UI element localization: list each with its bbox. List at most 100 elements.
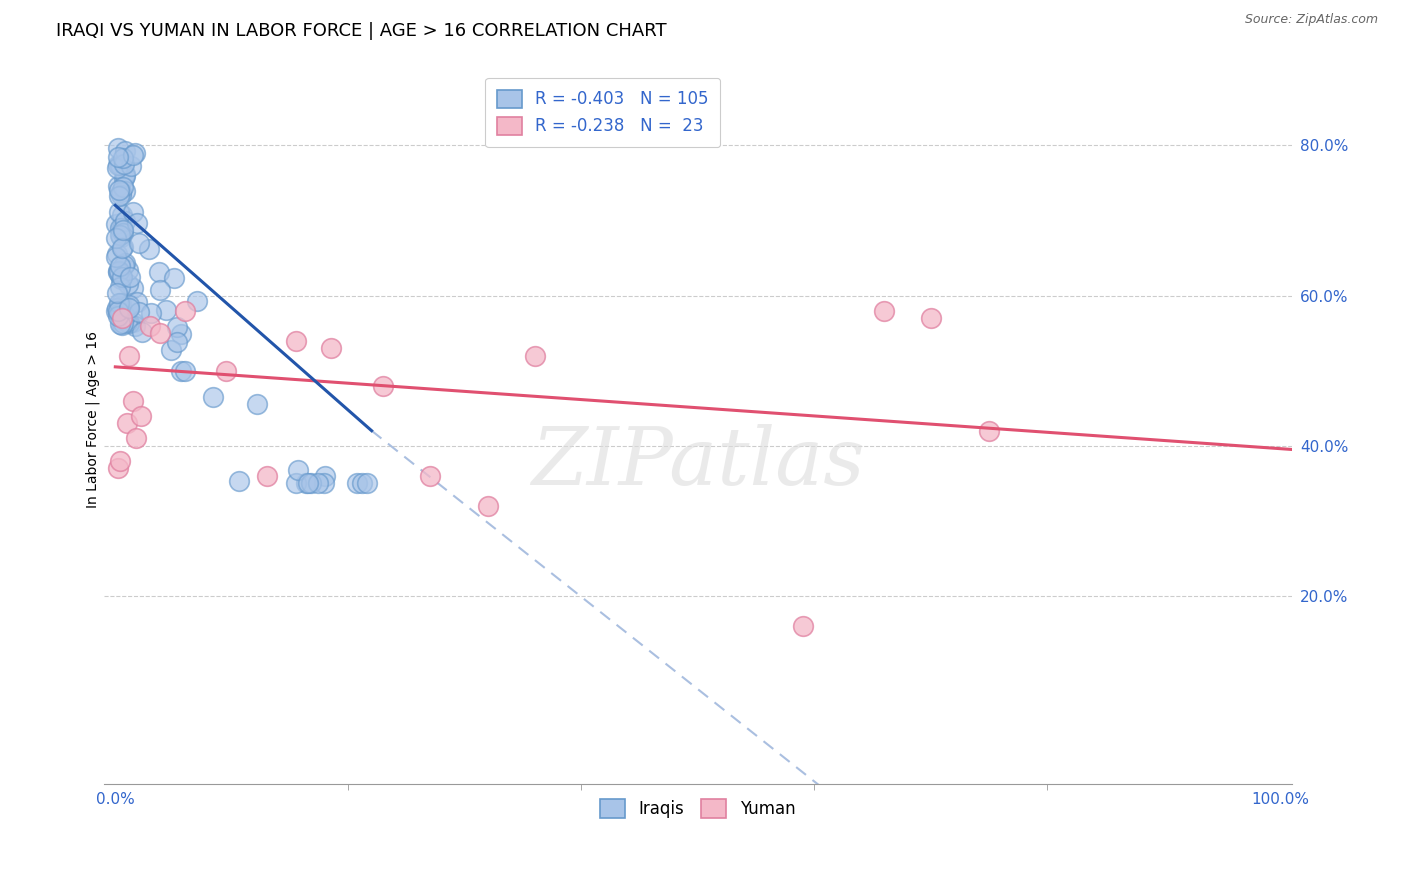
Point	[111, 221, 134, 235]
Y-axis label: In Labor Force | Age > 16: In Labor Force | Age > 16	[86, 331, 100, 508]
Point	[110, 317, 132, 331]
Point	[245, 396, 267, 410]
Point	[169, 327, 191, 342]
Point	[108, 158, 131, 172]
Point	[873, 303, 896, 318]
Point	[117, 262, 139, 277]
Point	[297, 476, 319, 491]
Point	[110, 306, 132, 320]
Point	[155, 303, 177, 318]
Point	[307, 476, 329, 491]
Point	[118, 298, 141, 312]
Point	[111, 151, 134, 165]
Point	[138, 243, 160, 257]
Point	[104, 250, 127, 264]
Point	[122, 280, 145, 294]
Point	[120, 159, 142, 173]
Point	[108, 454, 131, 468]
Point	[350, 476, 373, 491]
Point	[115, 416, 138, 430]
Point	[111, 180, 134, 194]
Point	[173, 363, 195, 377]
Point	[166, 320, 188, 334]
Point	[124, 145, 146, 160]
Point	[128, 305, 150, 319]
Point	[319, 341, 342, 355]
Point	[110, 271, 132, 285]
Point	[108, 159, 131, 173]
Point	[115, 315, 138, 329]
Point	[108, 268, 131, 282]
Legend: Iraqis, Yuman: Iraqis, Yuman	[592, 791, 803, 826]
Point	[105, 285, 128, 300]
Point	[107, 303, 129, 318]
Point	[111, 227, 134, 241]
Point	[373, 378, 395, 392]
Point	[314, 469, 336, 483]
Point	[107, 264, 129, 278]
Point	[346, 476, 368, 491]
Point	[110, 229, 132, 244]
Text: IRAQI VS YUMAN IN LABOR FORCE | AGE > 16 CORRELATION CHART: IRAQI VS YUMAN IN LABOR FORCE | AGE > 16…	[56, 22, 666, 40]
Point	[114, 213, 136, 227]
Point	[149, 283, 172, 297]
Point	[107, 150, 129, 164]
Point	[125, 216, 148, 230]
Point	[792, 619, 814, 633]
Point	[121, 315, 143, 329]
Point	[117, 316, 139, 330]
Point	[131, 325, 153, 339]
Point	[111, 311, 134, 326]
Point	[107, 264, 129, 278]
Point	[285, 476, 308, 491]
Point	[139, 306, 162, 320]
Point	[104, 217, 127, 231]
Point	[108, 307, 131, 321]
Point	[108, 183, 131, 197]
Point	[107, 158, 129, 172]
Point	[419, 468, 441, 483]
Point	[104, 304, 127, 318]
Point	[108, 220, 131, 235]
Point	[977, 424, 1000, 438]
Point	[163, 271, 186, 285]
Point	[124, 319, 146, 334]
Point	[112, 170, 135, 185]
Point	[104, 230, 127, 244]
Point	[148, 265, 170, 279]
Point	[256, 468, 278, 483]
Point	[112, 258, 135, 272]
Point	[105, 161, 128, 176]
Point	[108, 188, 131, 202]
Point	[299, 476, 322, 491]
Point	[112, 240, 135, 254]
Point	[111, 316, 134, 330]
Point	[108, 204, 131, 219]
Point	[114, 169, 136, 184]
Point	[108, 227, 131, 242]
Point	[523, 349, 546, 363]
Point	[477, 499, 499, 513]
Point	[111, 318, 134, 332]
Point	[356, 476, 378, 491]
Point	[118, 270, 141, 285]
Point	[159, 343, 181, 358]
Point	[110, 185, 132, 199]
Point	[114, 256, 136, 270]
Point	[107, 178, 129, 193]
Point	[112, 157, 135, 171]
Point	[117, 277, 139, 292]
Point	[295, 476, 318, 491]
Point	[111, 270, 134, 285]
Point	[114, 145, 136, 159]
Point	[110, 296, 132, 310]
Point	[166, 334, 188, 349]
Point	[287, 463, 309, 477]
Point	[174, 303, 197, 318]
Point	[107, 461, 129, 475]
Point	[122, 205, 145, 219]
Point	[118, 301, 141, 315]
Point	[107, 295, 129, 310]
Point	[215, 363, 238, 377]
Point	[186, 294, 208, 309]
